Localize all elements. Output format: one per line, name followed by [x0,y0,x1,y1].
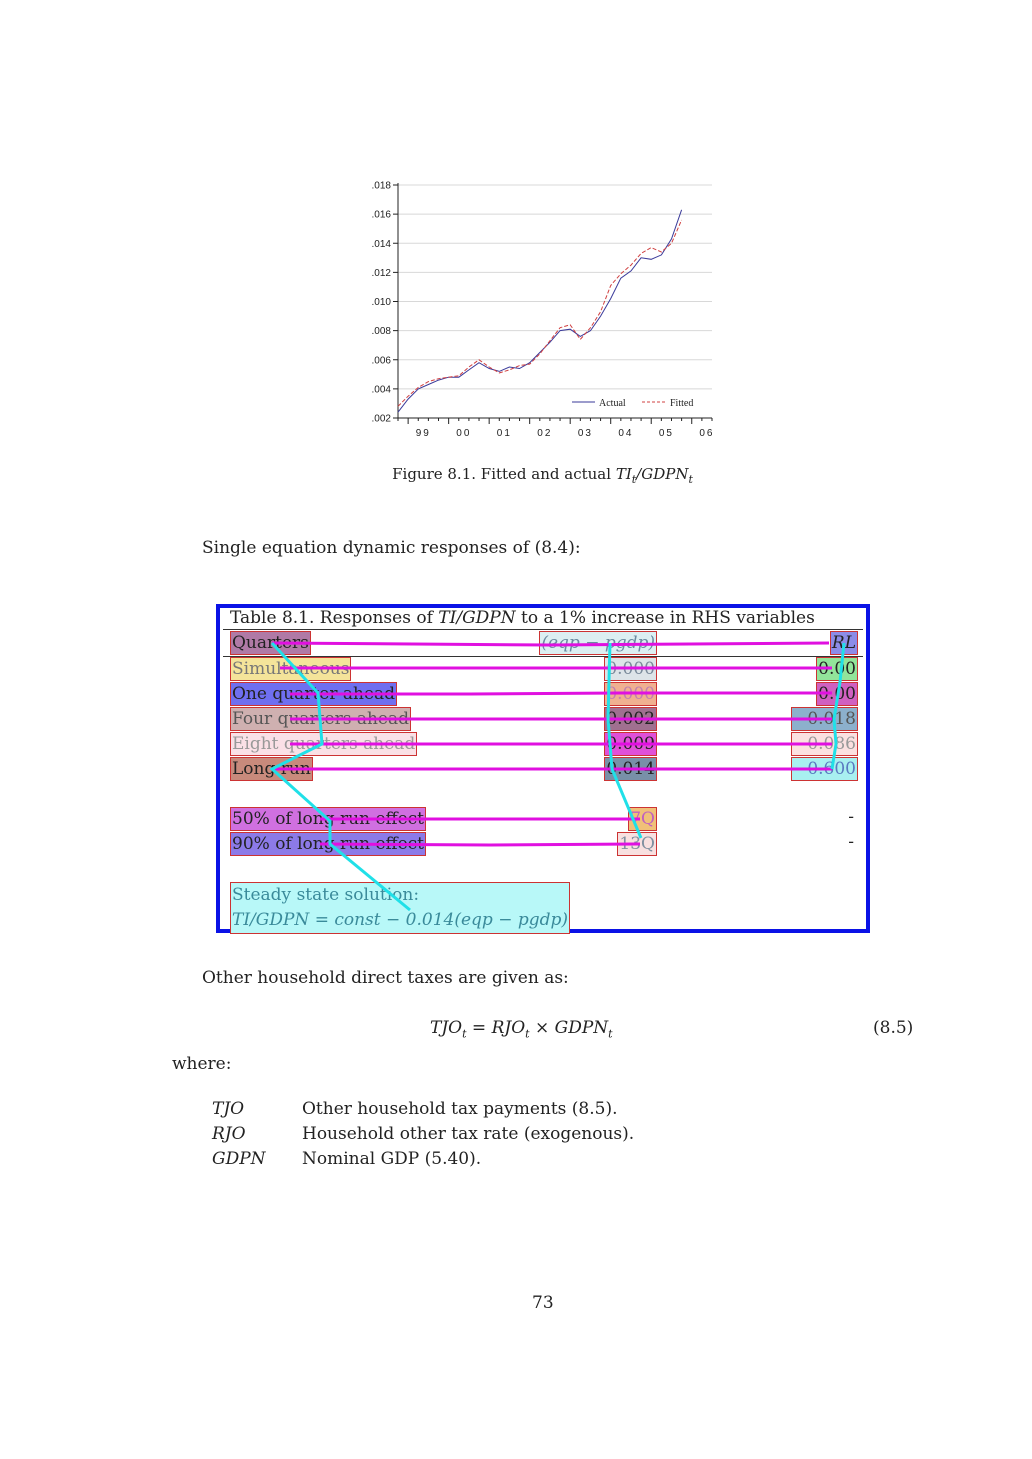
x-tick-label: 03 [578,428,593,439]
effect-label: 90% of long run effect [230,832,427,856]
x-tick-label: 06 [699,428,714,439]
effect-value: 7Q [628,807,657,831]
caption-sub-t: t [631,473,637,486]
table-title-suffix: to a 1% increase in RHS variables [515,608,815,628]
y-tick-label: .014 [372,239,392,250]
eq-gdpn: GDPNt [554,1018,613,1041]
definition-text: Other household tax payments (8.5). [302,1099,618,1119]
y-tick-label: .018 [372,181,392,192]
y-tick-label: .008 [372,326,392,337]
x-tick-label: 99 [416,428,431,439]
row-value: 0.000 [604,682,657,706]
definition-symbol: RJO [212,1124,246,1144]
y-tick-label: .004 [372,384,392,395]
definition-text: Nominal GDP (5.40). [302,1149,482,1169]
legend-fitted-label: Fitted [670,398,693,409]
row-value: 0.009 [604,732,657,756]
intro-text: Single equation dynamic responses of (8.… [202,538,581,558]
row-label: One quarter ahead [230,682,398,706]
where-label: where: [172,1054,232,1074]
header-quarters: Quarters [230,631,311,655]
y-tick-label: .002 [372,414,392,425]
other-taxes-text: Other household direct taxes are given a… [202,968,569,988]
effect-dash: - [848,807,854,827]
chart-legend: Actual Fitted [572,398,693,409]
row-value: 0.00 [816,657,858,681]
series-actual-line [397,209,683,413]
table-title-math: TI/GDPN [438,608,516,628]
effect-value: 13Q [617,832,657,856]
effect-dash: - [848,832,854,852]
caption-math-ti: TI [615,465,632,483]
responses-table: Table 8.1. Responses of TI/GDPN to a 1% … [216,604,870,934]
row-value: 0.014 [604,757,657,781]
table-rule-top [223,629,863,630]
steady-state-equation: TI/GDPN = const − 0.014(eqp − pgdp) [232,910,569,930]
legend-actual-label: Actual [599,398,626,409]
eq-tjo: TJOt [430,1018,467,1041]
eq-rjo: RJOt [491,1018,530,1041]
definition-text: Household other tax rate (exogenous). [302,1124,635,1144]
header-col-eqp-pgdp: (eqp − pgdp) [539,631,657,655]
x-tick-label: 04 [618,428,633,439]
row-value: −0.086 [791,732,858,756]
row-label: Four quarters ahead [230,707,411,731]
effect-label: 50% of long run effect [230,807,427,831]
page-number: 73 [532,1293,554,1313]
x-tick-label: 01 [497,428,512,439]
table-rule-header [223,656,863,657]
row-value: 0.00 [816,682,858,706]
row-value: −0.018 [791,707,858,731]
y-tick-label: .016 [372,210,392,221]
caption-sub-t2: t [688,473,693,486]
caption-math-gdpn: /GDPN [636,465,689,483]
header-col-rl: RL [829,631,858,655]
x-tick-label: 02 [537,428,552,439]
y-tick-label: .006 [372,355,392,366]
fitted-actual-chart: .002 .004 .006 .008 .010 .012 .014 .016 .018 99 0… [372,181,714,439]
y-tick-label: .012 [372,268,392,279]
steady-state-solution: Steady state solution: TI/GDPN = const −… [230,882,571,934]
row-value: 0.002 [604,707,657,731]
figure-caption: Figure 8.1. Fitted and actual TIt/GDPNt [0,465,1032,486]
x-tick-label: 05 [659,428,674,439]
equation-number: (8.5) [873,1018,914,1038]
steady-state-label: Steady state solution: [232,885,420,905]
series-fitted-line [397,219,683,407]
row-label: Long run [230,757,313,781]
definition-symbol: TJO [212,1099,245,1119]
y-tick-label: .010 [372,297,392,308]
definition-symbol: GDPN [212,1149,266,1169]
equation-8-5: TJOt = RJOt × GDPNt [430,1018,613,1041]
row-label: Simultaneous [230,657,352,681]
row-value: 0.000 [604,657,657,681]
row-label: Eight quarters ahead [230,732,418,756]
x-tick-label: 00 [456,428,471,439]
table-title: Table 8.1. Responses of TI/GDPN to a 1% … [230,608,815,628]
caption-prefix: Figure 8.1. Fitted and actual [392,465,616,483]
table-title-prefix: Table 8.1. Responses of [230,608,439,628]
row-value: −0.600 [791,757,858,781]
